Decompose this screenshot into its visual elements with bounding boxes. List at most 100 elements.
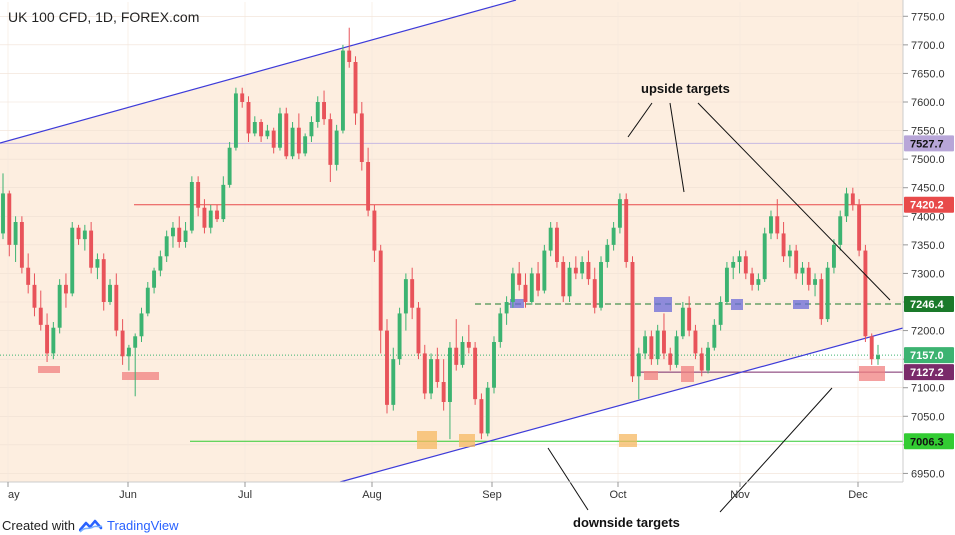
candle-body: [479, 399, 484, 434]
candle-body: [813, 279, 818, 285]
candle-body: [662, 330, 666, 354]
candle-body: [284, 113, 289, 157]
mid-marker: [644, 371, 658, 380]
y-tick-label: 7300.0: [911, 268, 945, 280]
price-label-box: [904, 433, 954, 450]
candle-body: [460, 342, 465, 365]
candle-body: [536, 273, 541, 291]
candle-body: [800, 267, 805, 274]
candle-body: [706, 347, 710, 371]
candle-body: [164, 236, 169, 257]
x-tick-label: Jun: [119, 489, 137, 501]
candle-body: [101, 259, 106, 302]
candle-body: [340, 50, 345, 131]
y-tick-label: 7600.0: [911, 97, 945, 109]
support-marker: [459, 434, 475, 447]
candle-body: [573, 267, 578, 274]
candle-body: [89, 230, 94, 268]
candle-body: [13, 222, 18, 245]
candle-body: [422, 353, 427, 394]
price-label-box: [904, 296, 954, 313]
candle-body: [309, 122, 314, 137]
candle-body: [473, 347, 478, 400]
candle-body: [869, 336, 874, 360]
candle-body: [215, 210, 219, 220]
candle-body: [177, 227, 182, 242]
pivot-marker: [510, 299, 524, 308]
tradingview-brand: TradingView: [106, 517, 179, 533]
candle-body: [542, 250, 547, 291]
candle-body: [624, 199, 629, 262]
candle-body: [145, 287, 150, 314]
y-tick-label: 7500.0: [911, 154, 945, 166]
candle-body: [359, 113, 364, 162]
candle-body: [498, 313, 503, 342]
upside-pointer-line: [627, 102, 653, 138]
candle-body: [278, 113, 282, 148]
candle-body: [7, 193, 12, 245]
pivot-marker: [731, 299, 743, 310]
channel-lines: [0, 0, 904, 483]
candle-body: [737, 256, 742, 262]
candle-body: [599, 262, 603, 308]
candle-body: [548, 227, 553, 251]
support-marker: [417, 431, 437, 449]
mid-marker: [681, 366, 694, 382]
y-tick-label: 7100.0: [911, 383, 945, 395]
candle-body: [158, 256, 163, 271]
created-with-label: Created with: [2, 517, 75, 533]
price-label-support: 7006.3: [910, 436, 944, 448]
candle-body: [328, 119, 333, 165]
candle-body: [643, 336, 648, 354]
candle-body: [95, 259, 100, 268]
candle-body: [82, 230, 87, 240]
candle-body: [838, 216, 843, 245]
candle-body: [605, 244, 610, 262]
tradingview-credit[interactable]: Created with TradingView: [2, 517, 179, 533]
candle-body: [724, 267, 729, 302]
price-label-pivot: 7246.4: [910, 299, 945, 311]
candle-body: [51, 327, 56, 354]
candle-body: [630, 262, 635, 377]
candle-body: [63, 284, 68, 294]
price-label-box: [904, 347, 954, 364]
candle-body: [750, 273, 755, 285]
candle-body: [233, 93, 238, 148]
candle-body: [416, 307, 421, 354]
candle-body: [466, 342, 471, 348]
candle-body: [372, 210, 377, 251]
candle-body: [863, 250, 868, 337]
time-axis[interactable]: ay Jun Jul Aug Sep Oct Nov Dec: [7, 482, 868, 501]
candle-body: [787, 250, 792, 257]
candle-body: [202, 207, 207, 228]
candle-body: [208, 210, 213, 228]
candle-body: [699, 353, 704, 371]
downside-pointer-line: [719, 387, 833, 513]
price-label-resistance: 7420.2: [910, 200, 944, 212]
chart-title: UK 100 CFD, 1D, FOREX.com: [8, 9, 200, 25]
candle-body: [108, 284, 112, 302]
candle-body: [447, 347, 452, 402]
candle-body: [617, 199, 622, 228]
support-marker: [619, 434, 637, 447]
candle-body: [454, 347, 459, 365]
price-level-labels: 7527.7 7420.2 7246.4 7157.0 7127.2 7006.3: [904, 135, 954, 450]
candle-body: [246, 102, 251, 134]
x-tick-label: Nov: [730, 489, 750, 501]
candle-body: [857, 204, 862, 251]
candle-body: [636, 353, 641, 377]
candle-body: [586, 262, 591, 280]
low-marker: [38, 366, 60, 373]
price-label-box: [904, 196, 954, 213]
candle-body: [290, 127, 295, 157]
candle-body: [680, 307, 685, 337]
y-tick-label: 7700.0: [911, 40, 945, 52]
candle-body: [353, 62, 358, 114]
target-markers: [38, 297, 885, 449]
candle-body: [485, 387, 490, 434]
price-label-last: 7157.0: [910, 350, 944, 362]
price-label-box: [904, 135, 954, 152]
candle-body: [120, 330, 125, 357]
candle-body: [403, 279, 408, 314]
